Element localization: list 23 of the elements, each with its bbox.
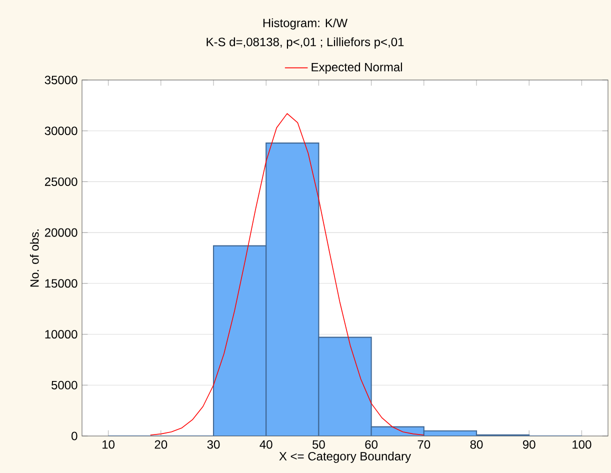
x-tick-label: 40: [260, 440, 272, 449]
x-tick-label: 80: [470, 440, 483, 449]
y-tick-label: 0: [72, 432, 78, 440]
y-tick-label: 30000: [44, 126, 78, 136]
x-tick-label: 100: [572, 440, 592, 449]
x-tick-label: 20: [154, 440, 168, 449]
y-tick-label: 35000: [44, 76, 78, 84]
x-tick-label: 60: [365, 440, 378, 449]
x-tick-label: 70: [418, 440, 430, 449]
y-tick-label: 10000: [45, 330, 78, 339]
legend-label: Expected Normal: [312, 62, 402, 74]
y-tick-label: 5000: [52, 380, 78, 390]
x-tick-label: 10: [102, 440, 115, 449]
y-tick-label: 25000: [44, 177, 78, 186]
y-axis-title: No. of obs.: [30, 230, 39, 287]
x-tick-label: 30: [207, 440, 220, 449]
y-tick-label: 15000: [45, 279, 78, 288]
y-tick-label: 20000: [44, 228, 78, 237]
x-tick-label: 90: [522, 440, 536, 449]
x-tick-label: 50: [312, 440, 325, 449]
chart-title: Histogram: K/W: [263, 18, 348, 30]
chart-subtitle: K-S d=,08138, p<,01 ; Lilliefors p<,01: [206, 37, 404, 49]
x-axis-title: X <= Category Boundary: [279, 452, 411, 463]
